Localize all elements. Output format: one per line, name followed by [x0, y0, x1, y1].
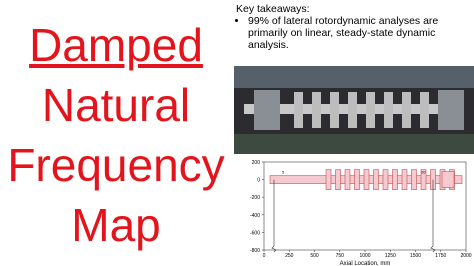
x-tick-label: 1000 [359, 253, 370, 259]
y-tick-label: -200 [250, 195, 260, 201]
x-tick-label: 1250 [385, 253, 396, 259]
photo-bearing [254, 90, 280, 130]
title-line: Natural [41, 79, 191, 131]
y-tick-label: 0 [257, 178, 260, 184]
disk [354, 169, 360, 190]
photo-bearing [438, 90, 464, 130]
node-label: 5 [282, 170, 285, 175]
disk [382, 169, 389, 190]
disk [392, 169, 398, 190]
takeaways-heading: Key takeaways: [236, 3, 310, 15]
disk [344, 169, 351, 190]
x-tick-label: 1750 [435, 253, 446, 259]
bullet-list: 99% of lateral rotordynamic analyses are… [236, 15, 472, 51]
disk [335, 169, 341, 190]
x-tick-label: 750 [336, 253, 345, 259]
rotor-photo [234, 66, 474, 154]
x-tick-label: 2000 [460, 253, 471, 259]
title-line: Damped [29, 19, 203, 71]
title-line: Frequency [7, 139, 225, 191]
node-label: 20 [421, 170, 426, 175]
y-tick-label: -600 [250, 230, 260, 236]
disk [373, 169, 379, 190]
y-tick-label: -800 [250, 248, 260, 254]
coupling [441, 171, 455, 188]
x-tick-label: 500 [310, 253, 319, 259]
y-tick-label: -400 [250, 213, 260, 219]
photo-wall [234, 66, 474, 88]
x-tick-label: 0 [263, 253, 266, 259]
y-tick-label: 200 [252, 160, 261, 166]
takeaways: Key takeaways: 99% of lateral rotordynam… [236, 3, 472, 51]
disk [363, 169, 370, 190]
title-line: Map [71, 199, 161, 251]
disk [325, 169, 332, 190]
disk [411, 169, 417, 190]
photo-base [234, 134, 474, 154]
bearing-spring [271, 245, 277, 253]
bearing-spring [430, 245, 436, 253]
x-tick-label: 250 [285, 253, 294, 259]
disk [401, 169, 408, 190]
bullet: 99% of lateral rotordynamic analyses are… [248, 15, 472, 51]
disk [420, 169, 427, 190]
x-axis-label: Axial Location, mm [340, 261, 391, 266]
x-tick-label: 1500 [410, 253, 421, 259]
photo-disks [294, 92, 429, 128]
